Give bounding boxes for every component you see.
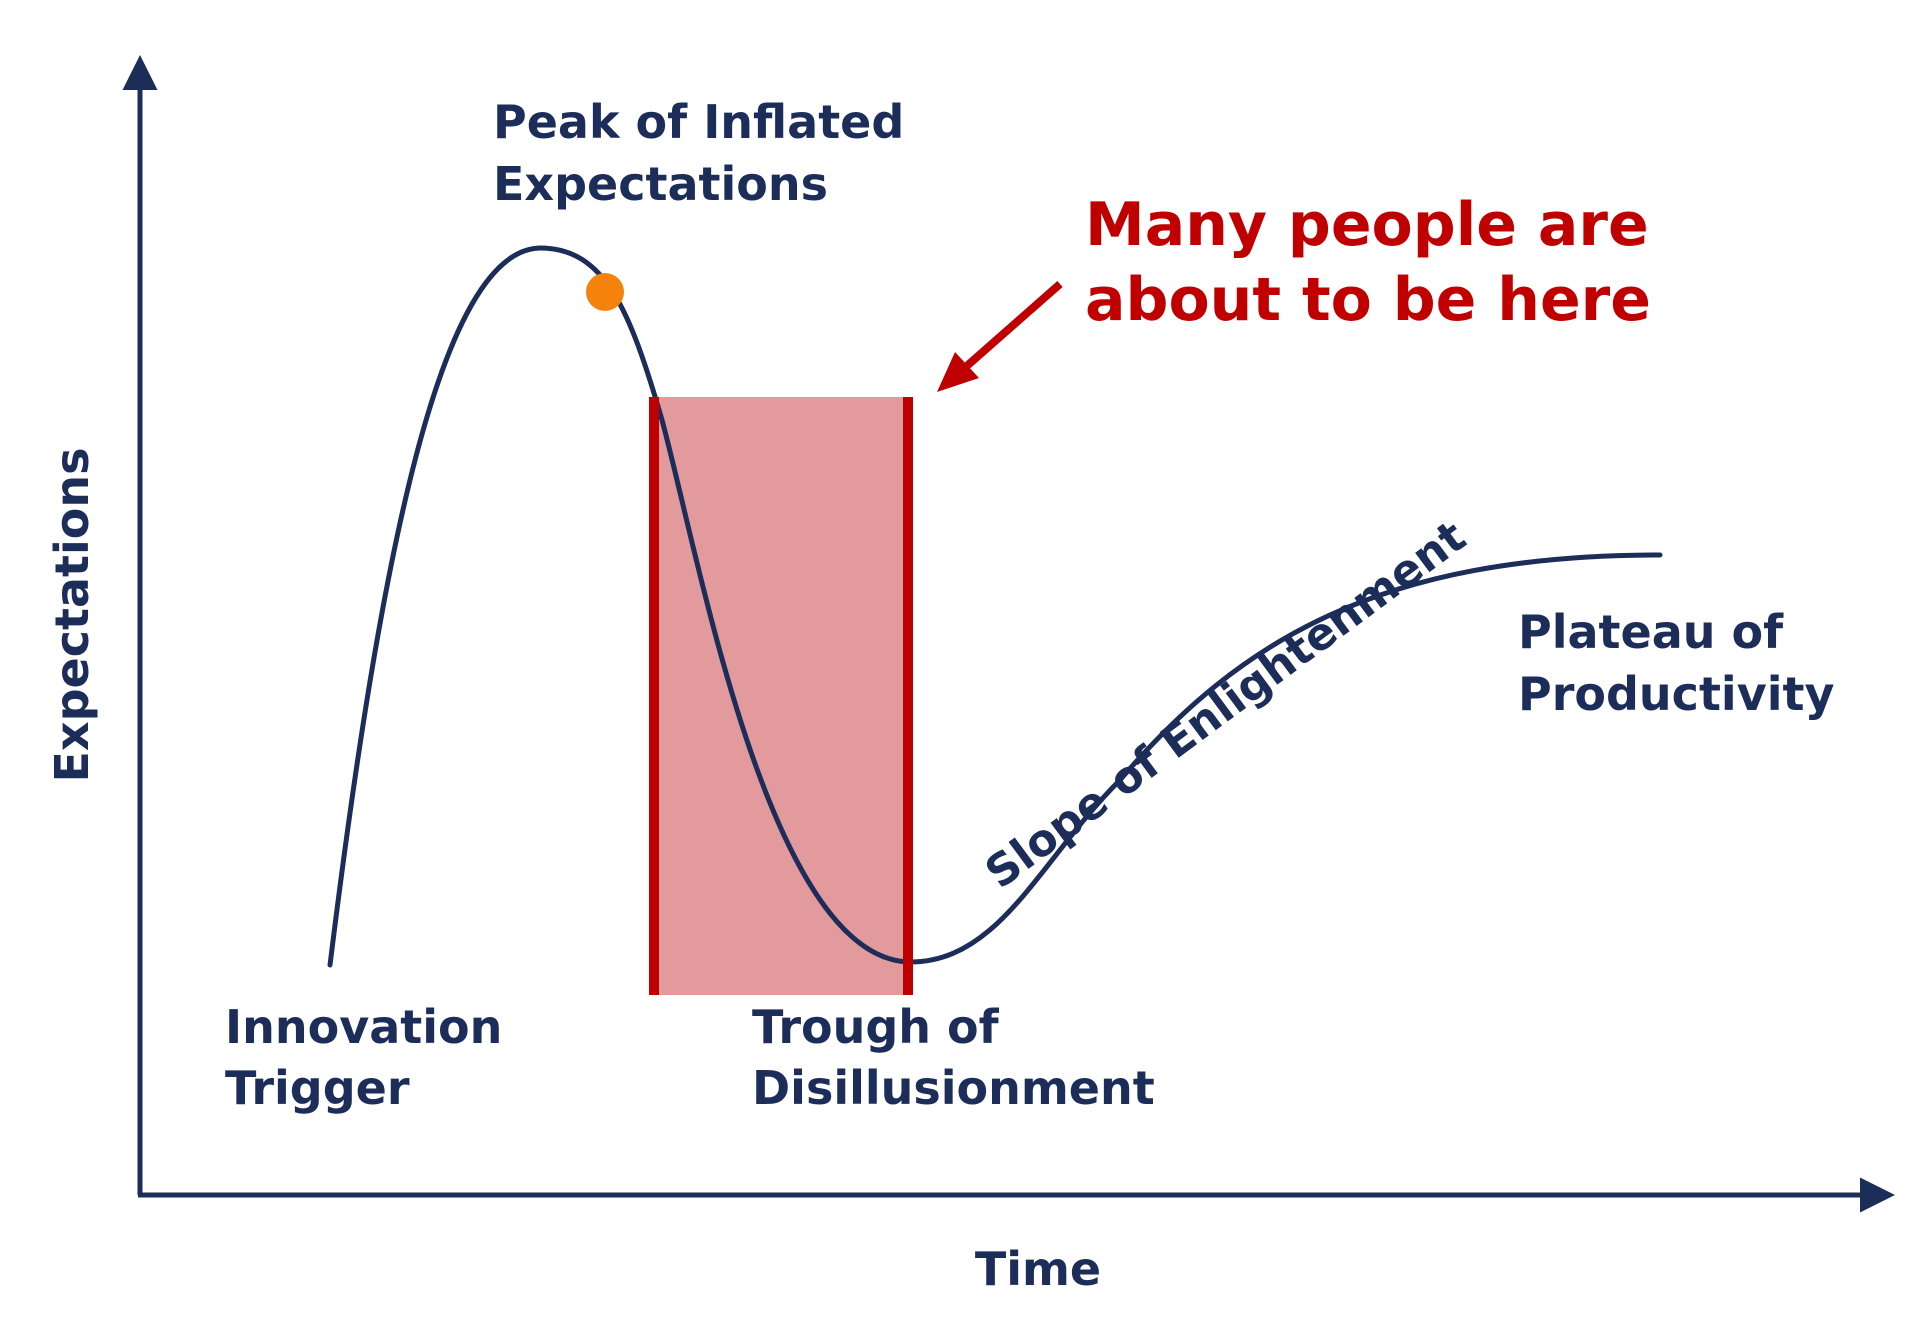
peak-label-line-1: Peak of Inflated [493,95,904,149]
svg-text:Many people are about to b: Many people are about to be here [1085,190,1670,335]
trough-label-line-2: Disillusionment [752,1061,1155,1115]
slope-label: Slope of Enlightenment [976,511,1475,899]
x-axis-label: Time [975,1242,1101,1296]
svg-text:Trough of Disillusionment: Trough of Disillusionment [752,1000,1155,1115]
svg-text:Peak of Inflated Expectati: Peak of Inflated Expectations [493,95,920,211]
plateau-label-line-1: Plateau of [1518,605,1784,659]
innovation-trigger-label-line-2: Trigger [225,1061,410,1115]
plateau-label-line-2: Productivity [1518,667,1834,721]
peak-label-line-2: Expectations [493,157,828,211]
red-arrow [957,280,1063,376]
innovation-trigger-label-line-1: Innovation [225,1000,502,1054]
y-axis-label: Expectations [45,447,99,782]
hype-curve [327,245,1663,968]
trough-label-line-1: Trough of [752,1000,1000,1054]
svg-text:Innovation Trigger: Innovation Trigger [225,1000,518,1115]
highlight-region [652,397,910,995]
annotation-line-2: about to be here [1085,265,1651,335]
svg-text:Plateau of Productivity: Plateau of Productivity [1518,605,1834,721]
annotation-line-1: Many people are [1085,190,1649,260]
orange-dot-marker [586,273,624,311]
red-arrow-head [937,352,979,392]
